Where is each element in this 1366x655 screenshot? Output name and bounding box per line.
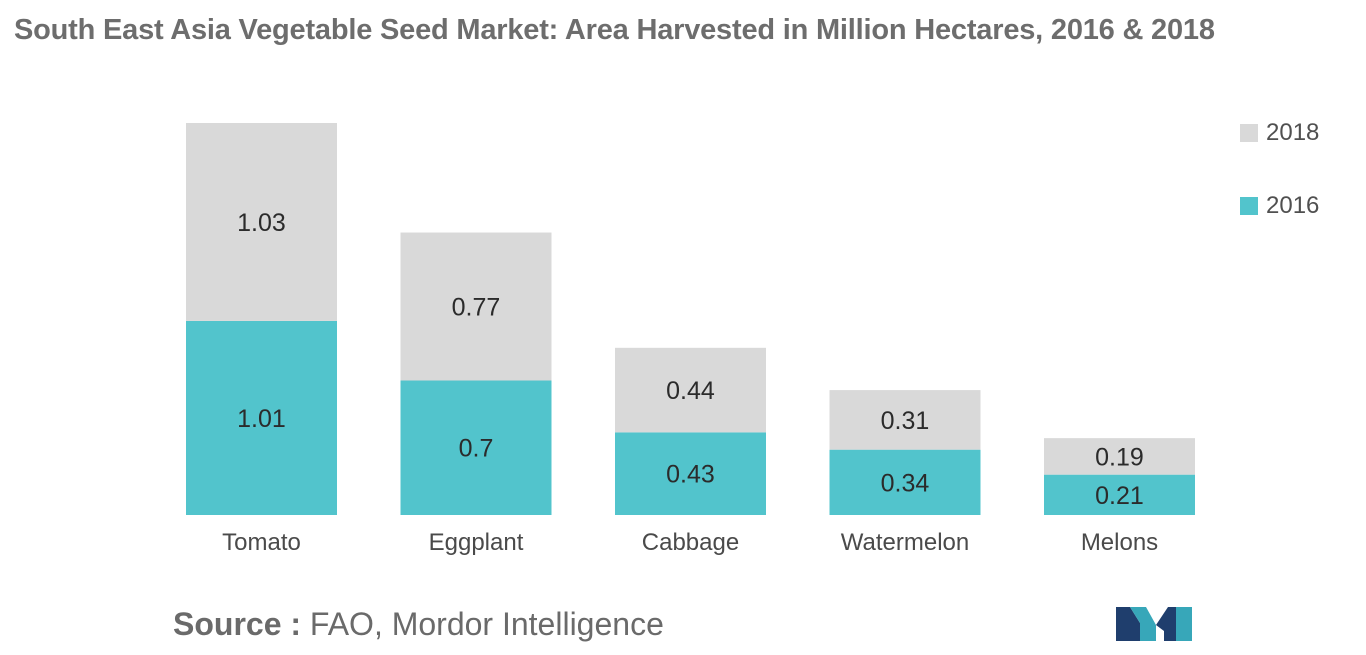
legend-swatch-2018 — [1240, 124, 1258, 142]
bar-cabbage-2018 — [615, 347, 766, 433]
data-label-eggplant-2016: 0.7 — [459, 435, 494, 463]
bar-watermelon-2018 — [829, 390, 981, 450]
data-label-tomato-2018: 1.03 — [237, 209, 286, 237]
x-tick-label-watermelon: Watermelon — [841, 529, 969, 556]
data-label-watermelon-2016: 0.34 — [881, 469, 930, 497]
source-prefix: Source : — [173, 606, 302, 642]
legend-item-2016: 2016 — [1240, 191, 1319, 221]
bar-eggplant-2016 — [400, 380, 552, 515]
legend-item-2018: 2018 — [1240, 118, 1319, 148]
data-label-cabbage-2016: 0.43 — [666, 461, 715, 489]
x-tick-label-cabbage: Cabbage — [642, 529, 739, 556]
legend-label-2016: 2016 — [1266, 192, 1320, 219]
data-label-melons-2018: 0.19 — [1095, 443, 1144, 471]
bar-melons-2016 — [1044, 474, 1195, 515]
bar-tomato-2018 — [186, 123, 337, 321]
bar-cabbage-2016 — [615, 432, 766, 515]
legend: 2018 2016 — [1240, 118, 1319, 264]
legend-label-2018: 2018 — [1266, 119, 1320, 146]
bar-eggplant-2018 — [400, 232, 552, 381]
x-axis-tick-labels: Tomato Eggplant Cabbage Watermelon Melons — [222, 529, 1158, 556]
chart-title: South East Asia Vegetable Seed Market: A… — [14, 14, 1215, 46]
x-tick-label-melons: Melons — [1081, 529, 1158, 556]
mordor-intelligence-logo-icon — [1116, 607, 1192, 641]
x-tick-label-eggplant: Eggplant — [429, 529, 524, 556]
bar-tomato-2016 — [186, 320, 337, 515]
bar-melons-2018 — [1044, 438, 1195, 475]
bars-layer — [186, 123, 1195, 515]
legend-swatch-2016 — [1240, 197, 1258, 215]
data-label-cabbage-2018: 0.44 — [666, 377, 715, 405]
x-tick-label-tomato: Tomato — [222, 529, 301, 556]
source-text: FAO, Mordor Intelligence — [309, 606, 664, 642]
data-label-melons-2016: 0.21 — [1095, 482, 1144, 510]
data-labels-layer: 1.01 1.03 0.7 0.77 0.43 0.44 0.34 0.31 0.21 0.19 — [237, 209, 1144, 510]
data-label-tomato-2016: 1.01 — [237, 405, 286, 433]
source-line: Source : FAO, Mordor Intelligence — [173, 606, 664, 643]
bar-watermelon-2016 — [829, 449, 981, 515]
data-label-watermelon-2018: 0.31 — [881, 407, 930, 435]
data-label-eggplant-2018: 0.77 — [452, 294, 501, 322]
